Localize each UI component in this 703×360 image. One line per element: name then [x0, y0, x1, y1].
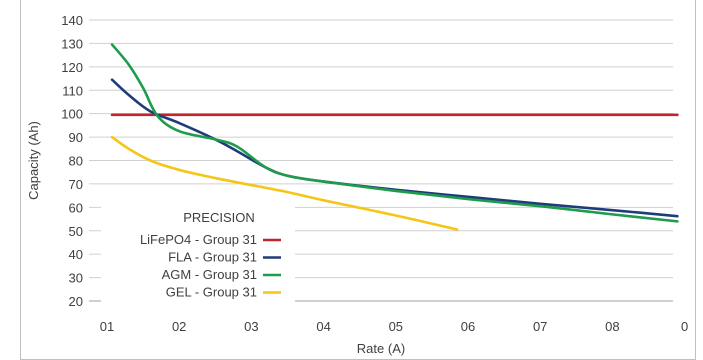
series-line-1: [110, 78, 679, 218]
y-tick-100: 100: [61, 107, 83, 122]
legend-label-0: LiFePO4 - Group 31: [140, 232, 257, 247]
series-line-3: [110, 135, 459, 231]
chart-frame: 20 30 40 50 60 70 80 90 100 110 120 130 140 01 02 03 04…: [20, 0, 696, 360]
y-tick-110: 110: [62, 83, 83, 98]
legend: PRECISION LiFePO4 - Group 31 FLA - Group 3…: [140, 210, 281, 300]
y-tick-labels: 20 30 40 50 60 70 80 90 100 110 120 130 140: [61, 13, 83, 309]
y-tick-90: 90: [69, 130, 83, 145]
x-tick-1: 02: [172, 319, 186, 334]
y-tick-50: 50: [69, 224, 83, 239]
x-tick-7: 08: [605, 319, 619, 334]
legend-background: [101, 206, 295, 302]
y-tick-30: 30: [69, 271, 83, 286]
y-tick-120: 120: [61, 60, 83, 75]
y-tick-70: 70: [69, 177, 83, 192]
y-tick-80: 80: [69, 154, 83, 169]
legend-label-3: GEL - Group 31: [166, 285, 257, 300]
y-axis-label: Capacity (Ah): [26, 121, 41, 200]
y-tick-20: 20: [69, 294, 83, 309]
capacity-chart: 20 30 40 50 60 70 80 90 100 110 120 130 140 01 02 03 04…: [26, 13, 688, 356]
x-axis-label: Rate (A): [357, 341, 405, 356]
legend-title: PRECISION: [183, 210, 255, 225]
x-tick-6: 07: [533, 319, 547, 334]
legend-label-1: FLA - Group 31: [168, 250, 257, 265]
y-tick-60: 60: [69, 200, 83, 215]
y-tick-40: 40: [69, 247, 83, 262]
x-tick-0: 01: [100, 319, 114, 334]
legend-label-2: AGM - Group 31: [162, 267, 257, 282]
y-tick-130: 130: [61, 36, 83, 51]
series-lines: [110, 43, 679, 231]
y-tick-140: 140: [61, 13, 83, 28]
x-tick-2: 03: [244, 319, 258, 334]
x-tick-8: 0: [681, 319, 688, 334]
x-tick-5: 06: [461, 319, 475, 334]
x-tick-labels: 01 02 03 04 05 06 07 08 0: [100, 319, 688, 334]
gridlines: [89, 19, 673, 302]
x-tick-3: 04: [316, 319, 330, 334]
x-tick-4: 05: [389, 319, 403, 334]
series-line-2: [110, 43, 679, 223]
